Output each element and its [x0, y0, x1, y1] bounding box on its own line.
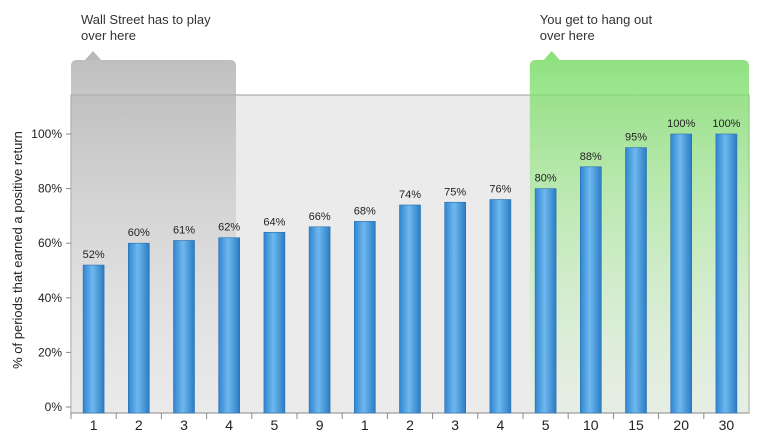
x-tick-label: 3: [451, 417, 459, 432]
callout-text-wall-street: over here: [81, 28, 136, 43]
y-tick-label: 0%: [45, 400, 63, 414]
bar: [308, 226, 331, 414]
data-label: 52%: [83, 249, 105, 261]
x-tick-label: 1: [90, 417, 98, 432]
data-label: 64%: [263, 216, 285, 228]
x-tick-label: 9: [316, 417, 324, 432]
y-tick-label: 80%: [38, 182, 62, 196]
x-tick-label: 5: [271, 417, 279, 432]
bar: [489, 199, 512, 414]
data-label: 95%: [625, 132, 647, 144]
bar: [534, 188, 557, 414]
bar: [579, 166, 602, 414]
callout-text-you: over here: [540, 28, 595, 43]
data-label: 76%: [489, 184, 511, 196]
callout-pointer-wall-street: [85, 51, 101, 60]
bar: [218, 237, 240, 414]
x-tick-label: 4: [225, 417, 233, 432]
x-tick-label: 2: [406, 417, 414, 432]
bar: [82, 264, 105, 414]
y-axis-label: % of periods that earned a positive retu…: [10, 131, 25, 369]
x-tick-label: 15: [628, 417, 644, 432]
bar: [353, 221, 376, 414]
x-tick-label: 4: [497, 417, 505, 432]
data-label: 66%: [309, 211, 331, 223]
data-label: 62%: [218, 222, 240, 234]
bar: [715, 133, 738, 414]
x-tick-label: 10: [583, 417, 599, 432]
callout-pointer-you: [543, 51, 560, 60]
y-tick-label: 60%: [38, 236, 62, 250]
data-labels: 52% 60% 61% 62% 64% 66% 68% 74% 75% 76% 80% 88% 95% 1…: [83, 118, 741, 261]
y-tick-label: 20%: [38, 345, 62, 359]
x-tick-label: 3: [180, 417, 188, 432]
x-tick-label: 5: [542, 417, 550, 432]
x-axis: 1 2 3 4 5 9 1 2 3 4 5 10 15 20 30: [70, 413, 735, 432]
y-tick-label: 40%: [38, 291, 62, 305]
callout-text-you: You get to hang out: [540, 12, 653, 27]
bar: [128, 242, 150, 414]
data-label: 88%: [580, 151, 602, 163]
data-label: 68%: [354, 205, 376, 217]
callout-text-wall-street: Wall Street has to play: [81, 12, 211, 27]
x-tick-label: 30: [719, 417, 735, 432]
bar: [173, 240, 195, 414]
data-label: 74%: [399, 189, 421, 201]
bars: [82, 133, 738, 414]
x-tick-label: 20: [673, 417, 689, 432]
bar: [670, 133, 693, 414]
x-tick-label: 1: [361, 417, 369, 432]
y-tick-label: 100%: [31, 127, 62, 141]
x-tick-label: 2: [135, 417, 143, 432]
data-label: 80%: [535, 173, 557, 185]
bar: [625, 147, 647, 414]
data-label: 61%: [173, 224, 195, 236]
bar: [444, 201, 467, 414]
data-label: 60%: [128, 227, 150, 239]
bar: [263, 231, 286, 414]
data-label: 75%: [444, 186, 466, 198]
data-label: 100%: [667, 118, 695, 130]
data-label: 100%: [712, 118, 740, 130]
bar: [399, 204, 421, 414]
